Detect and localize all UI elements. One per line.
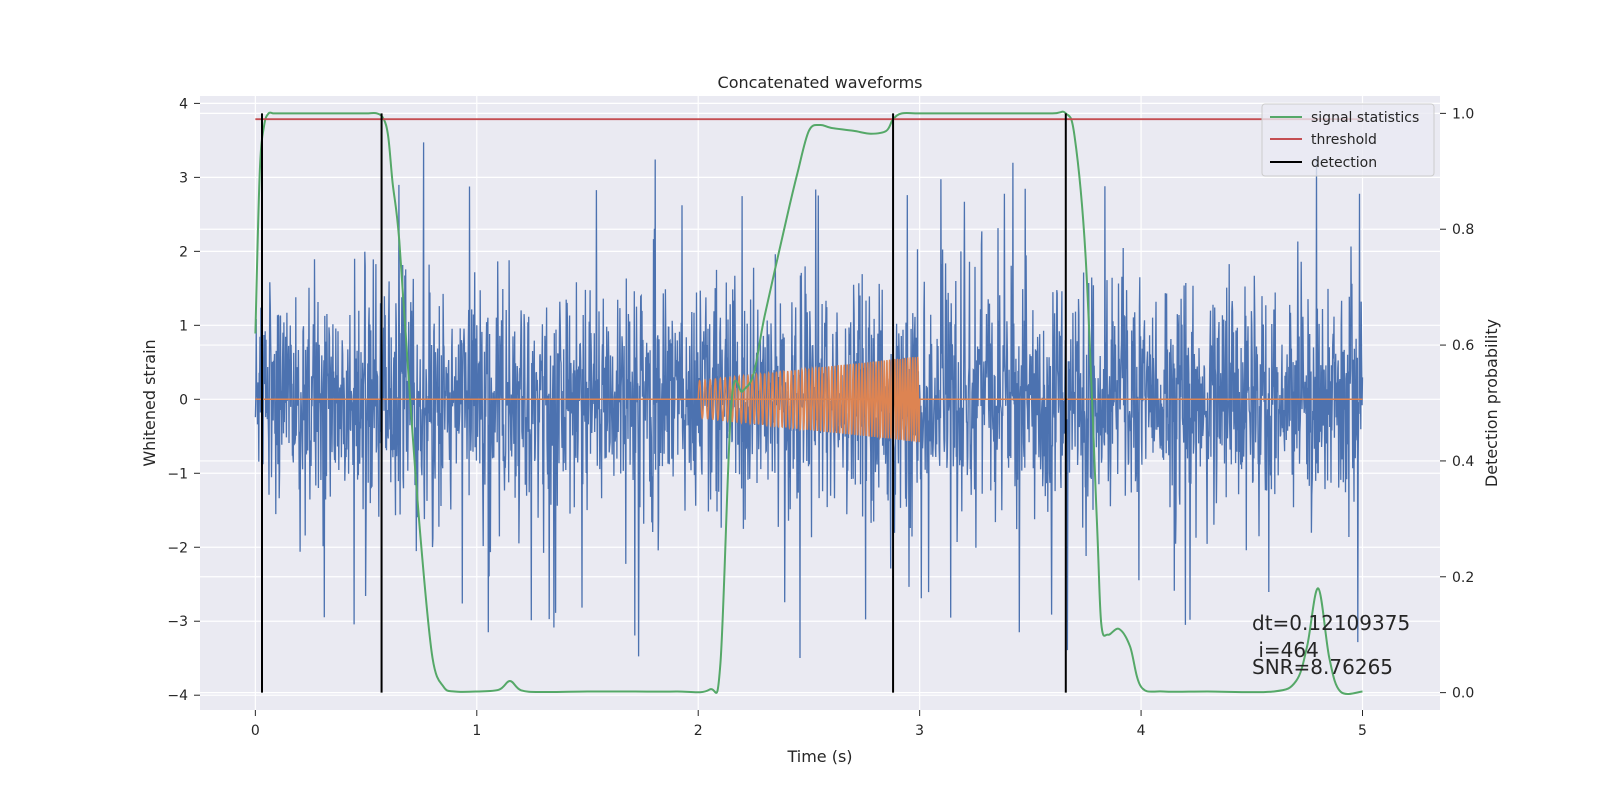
legend: signal statistics threshold detection <box>1261 103 1435 177</box>
y-axis-label: Whitened strain <box>140 339 159 466</box>
y-tick-label-2: −2 <box>167 540 188 556</box>
y-tick-label-4: 0 <box>179 392 188 408</box>
y-tick-label-5: 1 <box>179 318 188 334</box>
y-tick-label-6: 2 <box>179 244 188 260</box>
axis-ticks: 0 1 2 3 4 5 −4 −3 −2 −1 0 1 2 3 4 0.0 0.2 0.4 0.6 0.8 1.0 <box>167 96 1474 739</box>
x-tick-label-2: 2 <box>694 723 703 739</box>
detection-series <box>261 113 1067 693</box>
legend-label-detection: detection <box>1311 155 1377 171</box>
legend-box <box>1261 103 1435 177</box>
legend-label-threshold: threshold <box>1311 132 1377 148</box>
y-tick-label-3: −1 <box>167 466 188 482</box>
y2-tick-label-5: 1.0 <box>1452 106 1474 122</box>
y2-axis-label: Detection probability <box>1482 319 1501 487</box>
y2-tick-label-4: 0.8 <box>1452 222 1474 238</box>
annotation-i: i=464 <box>1252 638 1319 662</box>
y-tick-label-7: 3 <box>179 170 188 186</box>
legend-label-signal-statistics: signal statistics <box>1311 110 1419 126</box>
signal-statistics-series <box>254 110 1363 695</box>
signal-statistics-line <box>254 110 1363 695</box>
x-tick-label-3: 3 <box>915 723 924 739</box>
x-tick-label-5: 5 <box>1358 723 1367 739</box>
y2-tick-label-3: 0.6 <box>1452 338 1474 354</box>
annotation-block: dt=0.12109375 i=464 SNR=8.76265 <box>1252 611 1410 679</box>
chart-title: Concatenated waveforms <box>718 73 923 92</box>
y2-tick-label-0: 0.0 <box>1452 686 1474 702</box>
y2-tick-label-1: 0.2 <box>1452 570 1474 586</box>
y-tick-label-1: −3 <box>167 614 188 630</box>
y-tick-label-8: 4 <box>179 96 188 112</box>
x-tick-label-0: 0 <box>251 723 260 739</box>
x-tick-label-1: 1 <box>472 723 481 739</box>
y2-tick-label-2: 0.4 <box>1452 454 1474 470</box>
y-tick-label-0: −4 <box>167 688 188 704</box>
annotation-snr: SNR=8.76265 <box>1252 655 1393 679</box>
x-axis-label: Time (s) <box>786 747 852 766</box>
annotation-dt: dt=0.12109375 <box>1252 611 1410 635</box>
x-tick-label-4: 4 <box>1137 723 1146 739</box>
